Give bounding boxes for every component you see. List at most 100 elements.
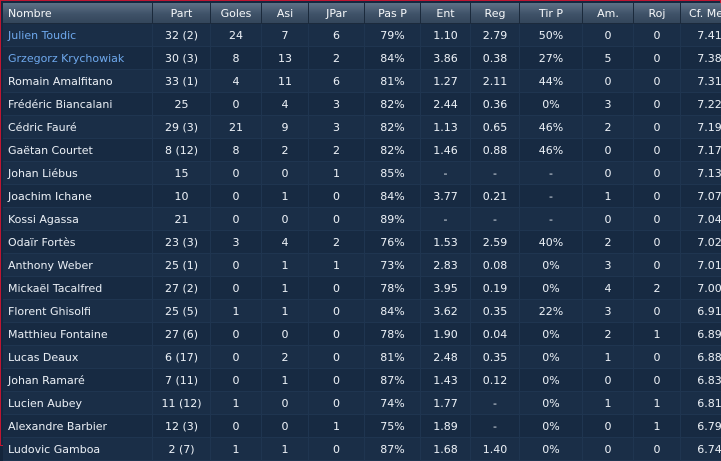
column-header-am[interactable]: Am.: [583, 3, 634, 24]
cell-cf-med: 6.88: [681, 346, 721, 369]
cell-roj: 0: [634, 369, 681, 392]
cell-part: 10: [153, 185, 211, 208]
cell-pas-p: 85%: [365, 162, 421, 185]
table-row[interactable]: Johan Ramaré 7 (11) 0 1 0 87% 1.43 0.12 0% 0 0 6.83: [3, 369, 721, 392]
column-header-tir-p[interactable]: Tir P: [520, 3, 583, 24]
player-name: Matthieu Fontaine: [3, 323, 153, 346]
table-row[interactable]: Alexandre Barbier 12 (3) 0 0 1 75% 1.89-0% 0 1 6.…: [3, 415, 721, 438]
table-row[interactable]: Mickaël Tacalfred 27 (2) 0 1 0 78% 3.95 0.19 0% 4…: [3, 277, 721, 300]
table-row[interactable]: Frédéric Biancalani 25 0 4 3 82% 2.44 0.36 0% 3 0 7…: [3, 93, 721, 116]
cell-part: 30 (3): [153, 47, 211, 70]
cell-goles: 21: [211, 116, 262, 139]
cell-cf-med: 7.41: [681, 24, 721, 47]
cell-asi: 11: [262, 70, 309, 93]
cell-roj: 0: [634, 162, 681, 185]
cell-jpar: 0: [309, 438, 365, 461]
cell-reg: 0.35: [471, 346, 520, 369]
column-header-pas-p[interactable]: Pas P: [365, 3, 421, 24]
cell-jpar: 2: [309, 231, 365, 254]
cell-goles: 0: [211, 323, 262, 346]
cell-jpar: 0: [309, 185, 365, 208]
cell-asi: 0: [262, 415, 309, 438]
cell-goles: 1: [211, 392, 262, 415]
table-row[interactable]: Lucas Deaux 6 (17) 0 2 0 81% 2.48 0.35 0% 1 0 6.88: [3, 346, 721, 369]
cell-asi: 1: [262, 438, 309, 461]
cell-ent: 1.46: [421, 139, 471, 162]
player-name: Lucien Aubey: [3, 392, 153, 415]
column-header-jpar[interactable]: JPar: [309, 3, 365, 24]
player-name: Gaëtan Courtet: [3, 139, 153, 162]
player-name-link[interactable]: Julien Toudic: [3, 24, 153, 47]
cell-goles: 0: [211, 254, 262, 277]
column-header-goles[interactable]: Goles: [211, 3, 262, 24]
cell-roj: 0: [634, 47, 681, 70]
table-row[interactable]: Odaïr Fortès 23 (3) 3 4 2 76% 1.53 2.59 40% 2 0 7.0…: [3, 231, 721, 254]
cell-pas-p: 76%: [365, 231, 421, 254]
cell-am: 2: [583, 323, 634, 346]
table-row[interactable]: Joachim Ichane 10 0 1 0 84% 3.77 0.21-1 0 7.07: [3, 185, 721, 208]
cell-cf-med: 7.04: [681, 208, 721, 231]
cell-ent: 2.83: [421, 254, 471, 277]
table-row[interactable]: Kossi Agassa 21 0 0 0 89% - - -0 0 7.04: [3, 208, 721, 231]
table-row[interactable]: Johan Liébus 15 0 0 1 85% - - -0 0 7.13: [3, 162, 721, 185]
cell-reg: 2.79: [471, 24, 520, 47]
cell-pas-p: 84%: [365, 300, 421, 323]
cell-goles: 0: [211, 93, 262, 116]
player-name: Kossi Agassa: [3, 208, 153, 231]
cell-am: 2: [583, 116, 634, 139]
table-row[interactable]: Florent Ghisolfi 25 (5) 1 1 0 84% 3.62 0.35 22% 3…: [3, 300, 721, 323]
player-stats-table: Nombre Part Goles Asi JPar Pas P Ent Reg…: [3, 3, 721, 461]
cell-am: 0: [583, 438, 634, 461]
cell-ent: 1.89: [421, 415, 471, 438]
cell-asi: 4: [262, 231, 309, 254]
cell-tir-p: 0%: [520, 346, 583, 369]
table-row[interactable]: Romain Amalfitano 33 (1) 4 11 6 81% 1.27 2.11 44…: [3, 70, 721, 93]
cell-pas-p: 87%: [365, 369, 421, 392]
cell-asi: 2: [262, 139, 309, 162]
table-row[interactable]: Julien Toudic 32 (2) 24 7 6 79% 1.10 2.79 50% 0 0 7…: [3, 24, 721, 47]
cell-pas-p: 73%: [365, 254, 421, 277]
cell-cf-med: 6.74: [681, 438, 721, 461]
column-header-part[interactable]: Part: [153, 3, 211, 24]
cell-roj: 1: [634, 392, 681, 415]
table-row[interactable]: Cédric Fauré 29 (3) 21 9 3 82% 1.13 0.65 46% 2 0 7.…: [3, 116, 721, 139]
column-header-cf-med[interactable]: Cf. Med: [681, 3, 721, 24]
cell-reg: 0.88: [471, 139, 520, 162]
table-row[interactable]: Gaëtan Courtet 8 (12) 8 2 2 82% 1.46 0.88 46% 0 0 7…: [3, 139, 721, 162]
table-row[interactable]: Anthony Weber 25 (1) 0 1 1 73% 2.83 0.08 0% 3 0 7.0…: [3, 254, 721, 277]
column-header-nombre[interactable]: Nombre: [3, 3, 153, 24]
table-row[interactable]: Ludovic Gamboa 2 (7) 1 1 0 87% 1.68 1.40 0% 0 0 6.7…: [3, 438, 721, 461]
cell-jpar: 2: [309, 139, 365, 162]
cell-asi: 4: [262, 93, 309, 116]
cell-ent: 1.10: [421, 24, 471, 47]
table-row[interactable]: Matthieu Fontaine 27 (6) 0 0 0 78% 1.90 0.04 0% 2…: [3, 323, 721, 346]
cell-tir-p: -: [520, 185, 583, 208]
cell-tir-p: 0%: [520, 438, 583, 461]
cell-reg: 1.40: [471, 438, 520, 461]
cell-cf-med: 6.79: [681, 415, 721, 438]
cell-roj: 0: [634, 24, 681, 47]
column-header-reg[interactable]: Reg: [471, 3, 520, 24]
column-header-asi[interactable]: Asi: [262, 3, 309, 24]
cell-asi: 1: [262, 300, 309, 323]
cell-roj: 2: [634, 277, 681, 300]
cell-part: 12 (3): [153, 415, 211, 438]
table-row[interactable]: Lucien Aubey 11 (12) 1 0 0 74% 1.77-0% 1 1 6.81: [3, 392, 721, 415]
cell-goles: 0: [211, 415, 262, 438]
table-row[interactable]: Grzegorz Krychowiak 30 (3) 8 13 2 84% 3.86 0.38…: [3, 47, 721, 70]
cell-cf-med: 7.01: [681, 254, 721, 277]
cell-pas-p: 84%: [365, 185, 421, 208]
cell-pas-p: 79%: [365, 24, 421, 47]
cell-roj: 1: [634, 323, 681, 346]
cell-roj: 0: [634, 346, 681, 369]
cell-part: 15: [153, 162, 211, 185]
cell-cf-med: 7.19: [681, 116, 721, 139]
cell-goles: 3: [211, 231, 262, 254]
column-header-ent[interactable]: Ent: [421, 3, 471, 24]
cell-pas-p: 87%: [365, 438, 421, 461]
player-name-link[interactable]: Grzegorz Krychowiak: [3, 47, 153, 70]
cell-reg: 0.21: [471, 185, 520, 208]
column-header-roj[interactable]: Roj: [634, 3, 681, 24]
cell-ent: 2.48: [421, 346, 471, 369]
cell-pas-p: 82%: [365, 93, 421, 116]
